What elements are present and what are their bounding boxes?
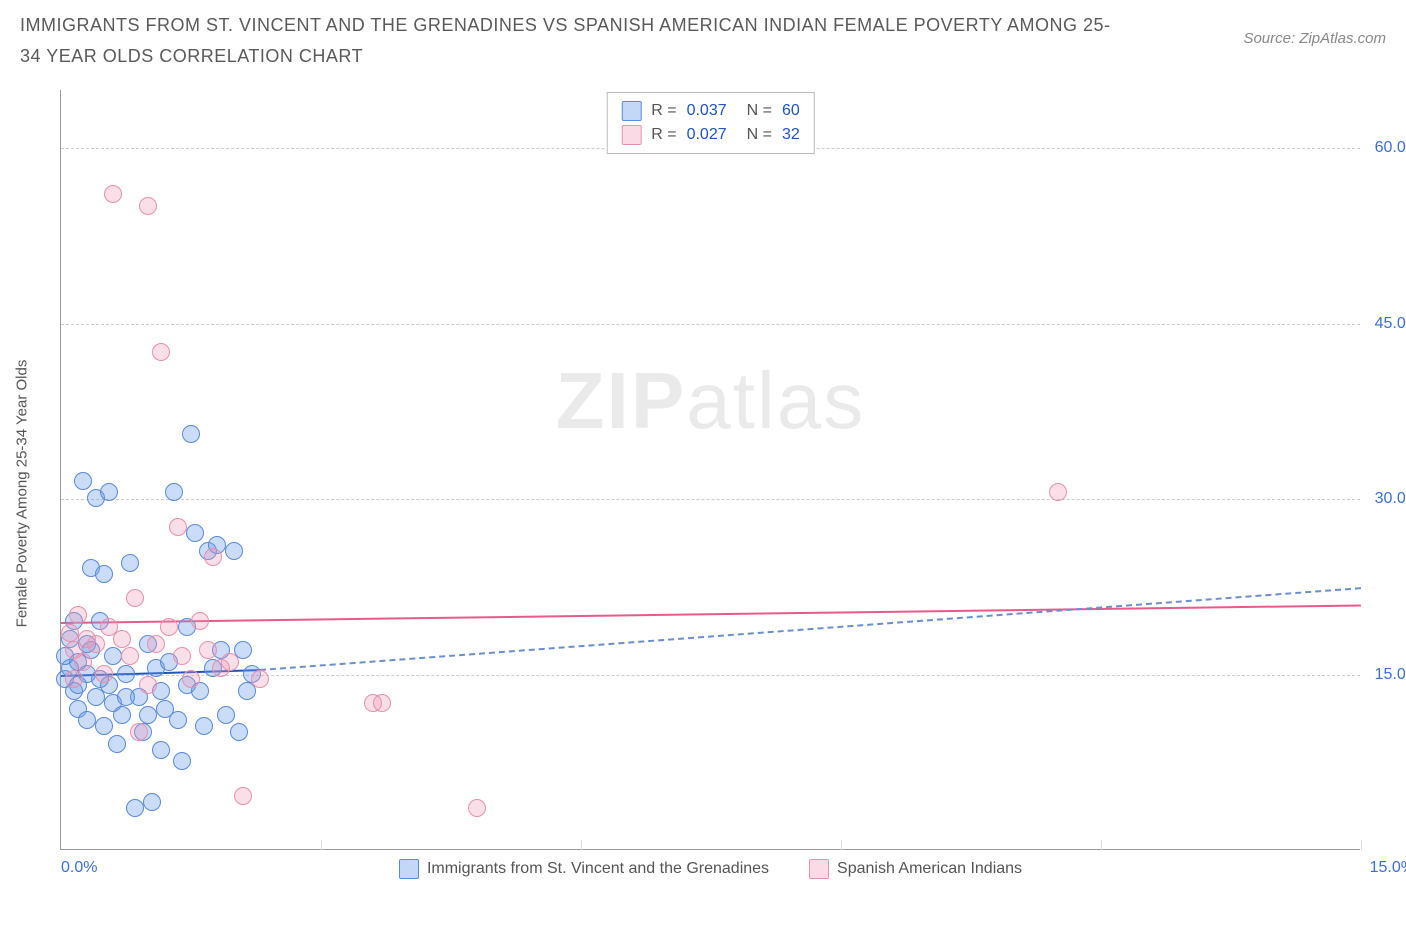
data-point: [169, 711, 187, 729]
data-point: [78, 711, 96, 729]
n-label: N =: [747, 102, 772, 120]
y-tick-label: 45.0%: [1365, 315, 1406, 333]
swatch-blue-icon: [621, 101, 641, 121]
data-point: [117, 688, 135, 706]
data-point: [130, 723, 148, 741]
data-point: [69, 606, 87, 624]
r-value-pink: 0.027: [687, 126, 727, 144]
gridline: [61, 324, 1360, 325]
chart-header: IMMIGRANTS FROM ST. VINCENT AND THE GREN…: [0, 0, 1406, 71]
x-tick: [1101, 840, 1102, 850]
data-point: [199, 641, 217, 659]
source-attribution: Source: ZipAtlas.com: [1243, 10, 1386, 47]
data-point: [104, 647, 122, 665]
data-point: [204, 548, 222, 566]
data-point: [121, 554, 139, 572]
data-point: [1049, 483, 1067, 501]
data-point: [147, 635, 165, 653]
r-label: R =: [651, 126, 676, 144]
data-point: [113, 706, 131, 724]
data-point: [173, 752, 191, 770]
n-value-pink: 32: [782, 126, 800, 144]
data-point: [95, 717, 113, 735]
data-point: [143, 793, 161, 811]
watermark: ZIPatlas: [556, 355, 865, 447]
data-point: [126, 589, 144, 607]
data-point: [234, 787, 252, 805]
swatch-blue-icon: [399, 859, 419, 879]
data-point: [87, 635, 105, 653]
data-point: [65, 670, 83, 688]
n-label: N =: [747, 126, 772, 144]
chart-area: Female Poverty Among 25-34 Year Olds ZIP…: [50, 90, 1386, 880]
data-point: [152, 741, 170, 759]
data-point: [173, 647, 191, 665]
legend-label-pink: Spanish American Indians: [837, 860, 1022, 878]
data-point: [225, 542, 243, 560]
data-point: [165, 483, 183, 501]
watermark-light: atlas: [686, 356, 865, 445]
data-point: [191, 612, 209, 630]
legend-item-pink: Spanish American Indians: [809, 859, 1022, 879]
stats-row-pink: R = 0.027 N = 32: [621, 123, 800, 147]
n-value-blue: 60: [782, 102, 800, 120]
stats-legend: R = 0.037 N = 60 R = 0.027 N = 32: [606, 92, 815, 154]
data-point: [100, 483, 118, 501]
swatch-pink-icon: [809, 859, 829, 879]
trend-line: [61, 604, 1361, 624]
data-point: [121, 647, 139, 665]
x-tick: [1361, 840, 1362, 850]
data-point: [217, 706, 235, 724]
data-point: [186, 524, 204, 542]
r-label: R =: [651, 102, 676, 120]
legend-item-blue: Immigrants from St. Vincent and the Gren…: [399, 859, 769, 879]
data-point: [108, 735, 126, 753]
data-point: [468, 799, 486, 817]
y-axis-label: Female Poverty Among 25-34 Year Olds: [14, 360, 31, 628]
x-tick: [321, 840, 322, 850]
data-point: [152, 343, 170, 361]
data-point: [95, 565, 113, 583]
data-point: [160, 618, 178, 636]
data-point: [117, 665, 135, 683]
data-point: [221, 653, 239, 671]
data-point: [126, 799, 144, 817]
data-point: [169, 518, 187, 536]
watermark-bold: ZIP: [556, 356, 686, 445]
y-tick-label: 15.0%: [1365, 666, 1406, 684]
data-point: [230, 723, 248, 741]
r-value-blue: 0.037: [687, 102, 727, 120]
data-point: [74, 472, 92, 490]
chart-title: IMMIGRANTS FROM ST. VINCENT AND THE GREN…: [20, 10, 1120, 71]
data-point: [182, 425, 200, 443]
data-point: [373, 694, 391, 712]
data-point: [139, 676, 157, 694]
series-legend: Immigrants from St. Vincent and the Gren…: [61, 859, 1360, 879]
data-point: [139, 706, 157, 724]
data-point: [182, 670, 200, 688]
gridline: [61, 499, 1360, 500]
x-max-label: 15.0%: [1370, 859, 1406, 877]
stats-row-blue: R = 0.037 N = 60: [621, 99, 800, 123]
data-point: [113, 630, 131, 648]
data-point: [104, 185, 122, 203]
trend-line: [260, 587, 1361, 671]
y-tick-label: 60.0%: [1365, 139, 1406, 157]
x-tick: [841, 840, 842, 850]
data-point: [61, 624, 79, 642]
scatter-plot: ZIPatlas R = 0.037 N = 60 R = 0.027 N = …: [60, 90, 1360, 850]
legend-label-blue: Immigrants from St. Vincent and the Gren…: [427, 860, 769, 878]
data-point: [95, 665, 113, 683]
data-point: [251, 670, 269, 688]
data-point: [139, 197, 157, 215]
swatch-pink-icon: [621, 125, 641, 145]
data-point: [195, 717, 213, 735]
x-tick: [581, 840, 582, 850]
data-point: [74, 653, 92, 671]
y-tick-label: 30.0%: [1365, 490, 1406, 508]
